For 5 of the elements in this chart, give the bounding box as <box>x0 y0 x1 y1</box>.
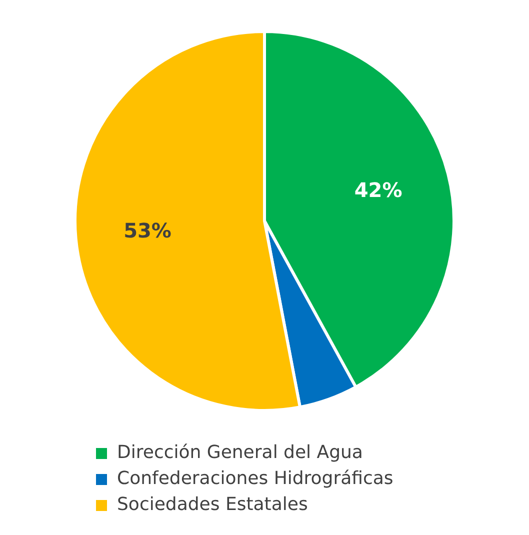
legend-label: Sociedades Estatales <box>117 493 308 517</box>
legend-label: Confederaciones Hidrográficas <box>117 467 394 491</box>
data-label: 53% <box>124 218 172 242</box>
legend-label: Dirección General del Agua <box>117 441 363 465</box>
data-label: 42% <box>354 178 402 202</box>
